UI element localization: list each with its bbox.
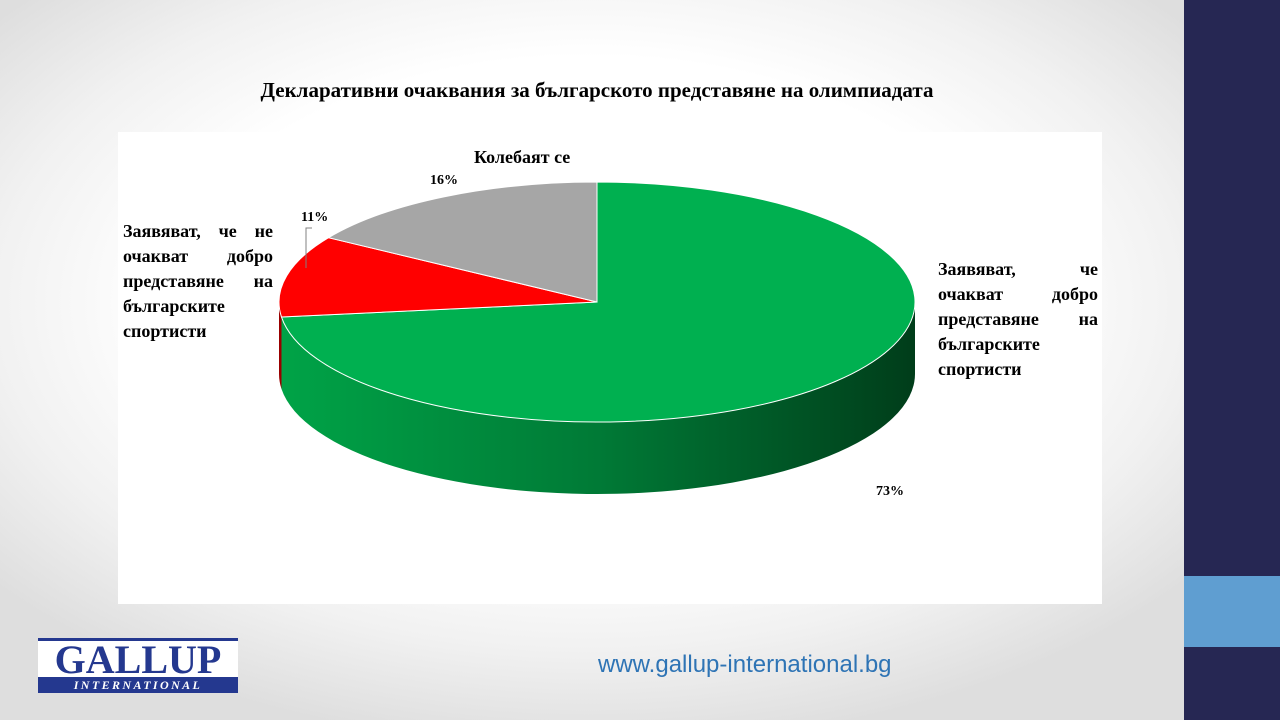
- slice-value-negative: 11%: [301, 210, 329, 225]
- logo-sub-text: INTERNATIONAL: [38, 677, 238, 693]
- pie-slice-undecided: [327, 181, 598, 303]
- website-link[interactable]: www.gallup-international.bg: [598, 651, 892, 678]
- logo-main-text: GALLUP: [38, 638, 238, 677]
- chart-title: Декларативни очаквания за българското пр…: [260, 78, 934, 102]
- slice-label-undecided: Колебаят се: [474, 147, 571, 167]
- sidebar-accent-block: [1184, 576, 1280, 647]
- slice-value-positive: 73%: [876, 484, 904, 499]
- pie-side-negative: [279, 302, 282, 390]
- pie-slice-negative: [278, 237, 598, 318]
- gallup-logo: GALLUP INTERNATIONAL: [38, 638, 238, 693]
- slice-label-negative: Заявяват, че не очакват добро представян…: [123, 221, 273, 341]
- pie-side-positive: [281, 302, 915, 495]
- slice-label-positive: Заявяват, че очакват добро представяне н…: [938, 259, 1098, 379]
- leader-line-negative: [305, 227, 312, 268]
- slice-value-undecided: 16%: [430, 173, 458, 188]
- pie-slice-positive: [280, 181, 916, 423]
